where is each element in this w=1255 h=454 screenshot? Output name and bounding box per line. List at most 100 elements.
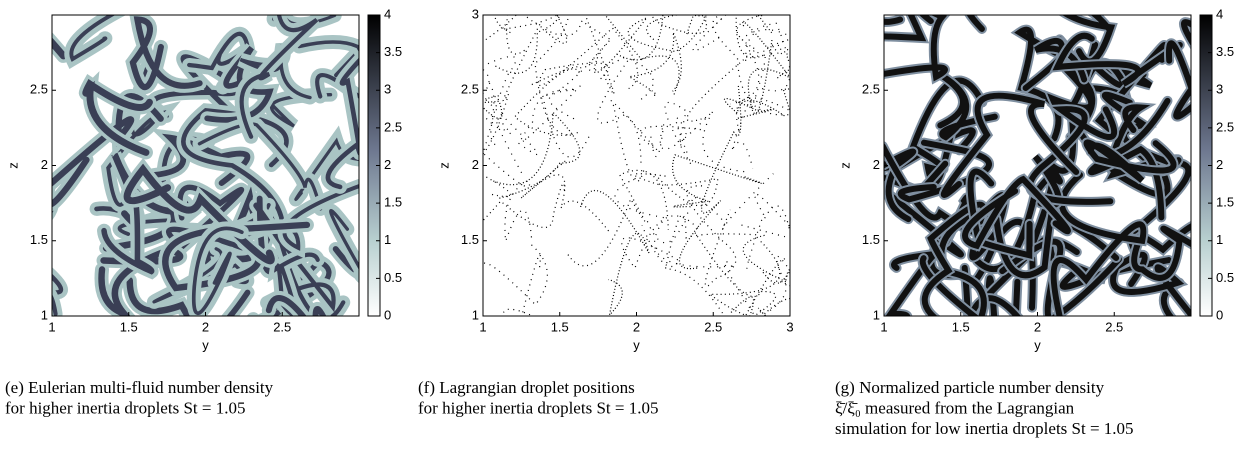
trace (708, 241, 790, 316)
ridge (884, 15, 948, 82)
ridge (1165, 19, 1191, 120)
x-axis-label: y (202, 337, 209, 352)
caption-line: (g) Normalized particle number density (835, 378, 1105, 397)
trace (483, 183, 565, 229)
colorbar-label: 3.5 (1216, 44, 1234, 59)
x-tick-label: 1.5 (952, 319, 970, 334)
trace (483, 55, 517, 146)
x-tick-label: 3 (786, 319, 793, 334)
y-tick-label: 1 (41, 307, 48, 322)
trace (692, 230, 786, 316)
trace (483, 24, 541, 198)
trace (502, 254, 541, 316)
trace (597, 57, 654, 163)
ridge (329, 209, 359, 275)
x-tick-label: 1 (479, 319, 486, 334)
y-axis-label: z (5, 162, 20, 169)
y-tick-label: 1 (472, 307, 479, 322)
ridge (1160, 279, 1183, 316)
trace (610, 100, 703, 182)
colorbar-label: 0.5 (1216, 270, 1234, 285)
ridge (239, 15, 319, 139)
trace (483, 152, 533, 242)
ridge (1131, 225, 1191, 281)
ridge (1050, 172, 1147, 316)
colorbar-label: 3 (384, 82, 391, 97)
ridge (129, 16, 203, 90)
field (884, 15, 1191, 316)
colorbar-label: 2 (384, 157, 391, 172)
trace (724, 98, 785, 119)
trace (519, 82, 584, 143)
trace (646, 15, 707, 40)
x-tick-label: 1.5 (551, 319, 569, 334)
colorbar-label: 1.5 (384, 195, 402, 210)
trace (501, 15, 578, 136)
colorbar-label: 2 (1216, 157, 1223, 172)
colorbar-label: 1.5 (1216, 195, 1234, 210)
ridge (69, 15, 116, 62)
caption-line: (e) Eulerian multi-fluid number density (5, 378, 274, 397)
ridge (181, 107, 289, 237)
ridge (937, 72, 998, 141)
caption-line: simulation for low inertia droplets St =… (835, 419, 1134, 438)
trace (614, 177, 756, 316)
ridge (197, 122, 323, 211)
ridge (264, 231, 346, 316)
trace (513, 66, 582, 136)
ridge (52, 37, 67, 60)
y-axis-label: z (837, 162, 852, 169)
x-tick-label: 2.5 (1105, 319, 1123, 334)
ridge (265, 295, 327, 316)
ridge (123, 163, 275, 265)
field (52, 15, 359, 316)
ridge (884, 148, 917, 223)
trace (621, 215, 699, 270)
colorbar-label: 3 (1216, 82, 1223, 97)
x-tick-label: 2 (633, 319, 640, 334)
trace (493, 15, 568, 74)
ridge (52, 273, 64, 295)
ridge (325, 57, 359, 190)
trace (483, 244, 548, 306)
band (64, 15, 127, 69)
trace (730, 296, 790, 316)
caption-line: for higher inertia droplets St = 1.05 (418, 399, 658, 418)
trace (686, 15, 766, 122)
y-tick-label: 2 (472, 157, 479, 172)
x-tick-label: 2.5 (273, 319, 291, 334)
x-tick-label: 1.5 (120, 319, 138, 334)
y-axis-label: z (436, 162, 451, 169)
trace (483, 95, 503, 120)
x-tick-label: 2.5 (704, 319, 722, 334)
y-tick-label: 1.5 (30, 232, 48, 247)
y-tick-label: 1 (873, 307, 880, 322)
ridge (272, 15, 337, 26)
ridge (940, 92, 1080, 198)
ridge (297, 40, 359, 53)
y-tick-label: 2.5 (461, 82, 479, 97)
ridge (126, 277, 255, 316)
trace (767, 38, 790, 49)
trace (735, 15, 764, 59)
y-tick-label: 2.5 (30, 82, 48, 97)
ridge (1083, 139, 1177, 183)
ridge (1101, 91, 1191, 234)
field (483, 15, 790, 316)
colorbar-label: 1 (1216, 232, 1223, 247)
colorbar-label: 4 (1216, 6, 1223, 21)
y-tick-label: 2.5 (862, 82, 880, 97)
colorbar-label: 3.5 (384, 44, 402, 59)
caption-line: ξ̄/ξ̄₀ measured from the Lagrangian (835, 399, 1075, 418)
ridge (187, 31, 251, 71)
y-tick-label: 3 (472, 6, 479, 21)
x-tick-label: 2 (1034, 319, 1041, 334)
caption-line: for higher inertia droplets St = 1.05 (5, 399, 245, 418)
colorbar-label: 2.5 (1216, 119, 1234, 134)
trace (604, 15, 680, 95)
trace (593, 15, 708, 74)
ridge (82, 79, 153, 156)
colorbar-label: 0 (1216, 307, 1223, 322)
